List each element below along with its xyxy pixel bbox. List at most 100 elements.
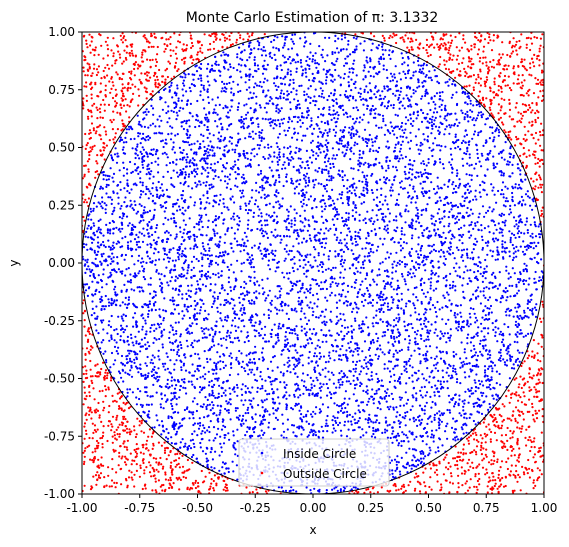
point-inside bbox=[314, 88, 317, 91]
point-inside bbox=[201, 330, 204, 333]
point-inside bbox=[445, 341, 448, 344]
point-inside bbox=[324, 268, 328, 271]
point-inside bbox=[282, 184, 285, 188]
point-inside bbox=[120, 361, 123, 364]
point-inside bbox=[410, 276, 413, 279]
point-inside bbox=[340, 434, 343, 437]
point-inside bbox=[276, 220, 279, 224]
point-inside bbox=[311, 424, 314, 427]
point-inside bbox=[365, 385, 368, 388]
point-inside bbox=[166, 170, 169, 173]
point-inside bbox=[381, 351, 384, 354]
point-inside bbox=[253, 56, 256, 59]
point-inside bbox=[417, 175, 420, 178]
point-inside bbox=[526, 195, 530, 198]
point-inside bbox=[342, 113, 345, 116]
point-inside bbox=[395, 463, 398, 466]
point-inside bbox=[267, 143, 270, 146]
point-inside bbox=[538, 236, 541, 239]
point-inside bbox=[152, 113, 155, 116]
point-inside bbox=[507, 345, 510, 348]
point-inside bbox=[434, 103, 437, 106]
point-inside bbox=[139, 150, 142, 153]
point-inside bbox=[188, 119, 191, 122]
point-inside bbox=[292, 182, 295, 185]
point-inside bbox=[433, 95, 436, 98]
point-inside bbox=[379, 262, 382, 265]
point-inside bbox=[165, 188, 168, 191]
point-inside bbox=[466, 115, 469, 118]
point-inside bbox=[122, 331, 125, 334]
point-inside bbox=[207, 384, 211, 387]
point-inside bbox=[176, 133, 179, 136]
point-inside bbox=[122, 161, 125, 164]
point-inside bbox=[261, 117, 264, 120]
point-inside bbox=[491, 370, 494, 373]
point-inside bbox=[103, 308, 106, 311]
point-inside bbox=[238, 46, 241, 49]
point-inside bbox=[165, 428, 168, 431]
point-inside bbox=[155, 226, 158, 230]
point-inside bbox=[335, 315, 338, 318]
point-inside bbox=[271, 121, 274, 124]
point-inside bbox=[462, 320, 465, 323]
point-inside bbox=[514, 320, 518, 323]
point-inside bbox=[214, 80, 217, 83]
point-inside bbox=[290, 219, 293, 222]
point-inside bbox=[343, 129, 346, 132]
point-inside bbox=[397, 142, 400, 145]
point-inside bbox=[338, 372, 341, 375]
point-inside bbox=[501, 181, 505, 184]
point-inside bbox=[224, 316, 227, 319]
point-inside bbox=[212, 205, 215, 208]
point-inside bbox=[267, 89, 270, 92]
point-inside bbox=[288, 222, 291, 225]
point-inside bbox=[190, 260, 193, 263]
point-inside bbox=[110, 334, 113, 337]
point-inside bbox=[264, 230, 267, 233]
point-inside bbox=[184, 76, 187, 79]
point-inside bbox=[230, 87, 233, 90]
point-inside bbox=[201, 264, 204, 267]
point-inside bbox=[175, 105, 178, 108]
point-inside bbox=[314, 59, 317, 62]
point-inside bbox=[166, 195, 169, 198]
point-inside bbox=[376, 274, 379, 277]
point-inside bbox=[245, 430, 249, 433]
point-inside bbox=[200, 83, 203, 87]
point-inside bbox=[238, 317, 241, 320]
point-inside bbox=[364, 180, 368, 183]
point-inside bbox=[509, 238, 512, 242]
point-inside bbox=[220, 122, 223, 125]
point-inside bbox=[182, 79, 185, 82]
point-inside bbox=[297, 60, 300, 63]
point-inside bbox=[163, 249, 166, 252]
point-inside bbox=[149, 124, 152, 127]
point-inside bbox=[239, 205, 242, 208]
point-inside bbox=[339, 76, 342, 79]
point-inside bbox=[430, 433, 433, 436]
point-inside bbox=[292, 81, 295, 84]
point-inside bbox=[359, 42, 362, 45]
point-inside bbox=[367, 232, 370, 235]
point-inside bbox=[214, 120, 217, 123]
point-inside bbox=[299, 164, 302, 167]
point-inside bbox=[120, 354, 124, 358]
point-inside bbox=[385, 145, 388, 148]
point-inside bbox=[126, 241, 130, 244]
point-inside bbox=[262, 67, 266, 70]
point-inside bbox=[263, 313, 266, 316]
point-inside bbox=[403, 369, 406, 372]
point-inside bbox=[407, 141, 410, 144]
point-inside bbox=[272, 205, 275, 208]
point-inside bbox=[359, 95, 362, 98]
point-inside bbox=[382, 293, 385, 296]
point-inside bbox=[93, 249, 96, 252]
point-inside bbox=[241, 58, 244, 62]
point-inside bbox=[144, 319, 147, 322]
point-inside bbox=[483, 375, 486, 378]
point-inside bbox=[340, 404, 343, 407]
point-inside bbox=[323, 320, 326, 323]
point-inside bbox=[157, 355, 160, 358]
point-inside bbox=[400, 440, 403, 443]
